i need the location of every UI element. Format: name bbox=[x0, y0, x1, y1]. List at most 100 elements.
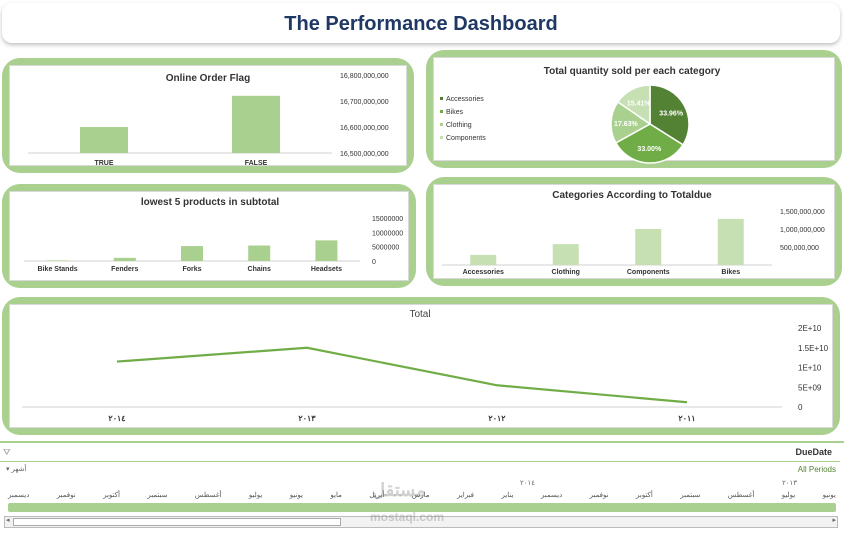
watermark-url: mostaql.com bbox=[370, 510, 445, 524]
title-bar: The Performance Dashboard bbox=[2, 3, 840, 43]
scroll-thumb[interactable] bbox=[13, 518, 341, 526]
category-label: TRUE bbox=[94, 160, 113, 167]
card-lowest-products: lowest 5 products in subtotal 0 5000000 100… bbox=[2, 184, 416, 288]
month-label[interactable]: أكتوبر bbox=[103, 492, 120, 499]
month-label[interactable]: يونيو bbox=[822, 492, 836, 499]
scroll-right-icon[interactable]: ▸ bbox=[832, 517, 836, 524]
month-label[interactable]: أغسطس bbox=[727, 492, 755, 499]
legend-label: Components bbox=[446, 135, 486, 142]
category-label: Accessories bbox=[463, 269, 504, 276]
month-label[interactable]: يونيو bbox=[289, 492, 303, 499]
bar bbox=[552, 244, 579, 265]
category-label: Forks bbox=[182, 266, 201, 273]
bar bbox=[248, 245, 271, 261]
year-label: ٢٠١٣ bbox=[782, 480, 798, 487]
time-level-selector[interactable]: ▾ أشهر bbox=[6, 466, 27, 473]
y-tick-label: 16,800,000,000 bbox=[340, 73, 389, 80]
chart-quantity-pie: Total quantity sold per each category Acc… bbox=[440, 66, 721, 164]
chart-title: Total quantity sold per each category bbox=[544, 66, 721, 77]
bar bbox=[46, 260, 69, 261]
y-tick-label: 1,500,000,000 bbox=[780, 209, 825, 216]
slicer-header: ⛛ DueDate bbox=[0, 443, 840, 462]
month-label[interactable]: ديسمبر bbox=[540, 492, 563, 499]
month-label[interactable]: أبريل bbox=[369, 492, 385, 499]
y-tick-label: 16,500,000,000 bbox=[340, 151, 389, 158]
filter-icon[interactable]: ⛛ bbox=[3, 447, 11, 457]
card-total-line: Total 0 5E+09 1E+10 1.5E+10 2E+10 ٢٠١٤ ٢٠١٣ ٢٠١٢… bbox=[2, 297, 840, 435]
category-label: Headsets bbox=[311, 266, 342, 273]
category-label: Components bbox=[627, 269, 670, 276]
category-label: FALSE bbox=[245, 160, 268, 167]
chart-lowest-products: lowest 5 products in subtotal 0 5000000 100… bbox=[24, 197, 403, 273]
legend-label: Bikes bbox=[446, 109, 464, 116]
card-online-order: Online Order Flag 16,500,000,000 16,600,00… bbox=[2, 58, 414, 173]
category-label: Bikes bbox=[721, 269, 740, 276]
chart-title: Categories According to Totaldue bbox=[552, 190, 712, 201]
month-labels: ديسمبر نوفمبر أكتوبر سبتمبر أغسطس يوليو يونيو م… bbox=[8, 491, 836, 501]
month-label[interactable]: نوفمبر bbox=[589, 492, 609, 499]
month-label[interactable]: ديسمبر bbox=[8, 492, 30, 499]
legend-label: Clothing bbox=[446, 122, 472, 129]
chart-online-order: Online Order Flag 16,500,000,000 16,600,00… bbox=[28, 73, 389, 167]
pie-data-label: 17.63% bbox=[614, 121, 639, 128]
y-tick-label: 15000000 bbox=[372, 216, 403, 223]
category-label: Bike Stands bbox=[38, 266, 78, 273]
scroll-left-icon[interactable]: ◂ bbox=[6, 517, 10, 524]
y-tick-label: 500,000,000 bbox=[780, 245, 819, 252]
chart-title: lowest 5 products in subtotal bbox=[141, 197, 280, 208]
bar bbox=[181, 246, 203, 261]
month-label[interactable]: يوليو bbox=[248, 492, 263, 499]
y-tick-label: 10000000 bbox=[372, 230, 403, 237]
year-label: ٢٠١٤ bbox=[520, 480, 536, 487]
y-tick-label: 1.5E+10 bbox=[798, 344, 829, 353]
bar bbox=[80, 127, 128, 153]
slicer-title: DueDate bbox=[795, 447, 832, 457]
category-label: Chains bbox=[248, 266, 271, 273]
bar bbox=[635, 229, 662, 265]
bar bbox=[717, 218, 744, 265]
y-tick-label: 0 bbox=[372, 259, 376, 266]
legend-swatch bbox=[440, 123, 443, 126]
month-label[interactable]: سبتمبر bbox=[680, 492, 701, 499]
month-label[interactable]: مارس bbox=[411, 492, 430, 499]
card-categories-totaldue: Categories According to Totaldue 500,000,… bbox=[426, 177, 842, 286]
month-label[interactable]: أغسطس bbox=[194, 492, 222, 499]
x-tick-label: ٢٠١٣ bbox=[298, 414, 316, 423]
legend-swatch bbox=[440, 136, 443, 139]
chart-total-line: Total 0 5E+09 1E+10 1.5E+10 2E+10 ٢٠١٤ ٢٠١٣ ٢٠١٢… bbox=[22, 309, 829, 423]
category-label: Fenders bbox=[111, 266, 138, 273]
pie-data-label: 15.41% bbox=[627, 101, 652, 108]
y-tick-label: 16,600,000,000 bbox=[340, 125, 389, 132]
page-title: The Performance Dashboard bbox=[284, 13, 558, 35]
y-tick-label: 5E+09 bbox=[798, 383, 822, 392]
timeline-selection-bar[interactable] bbox=[8, 503, 836, 512]
legend-label: Accessories bbox=[446, 96, 484, 103]
month-label[interactable]: أكتوبر bbox=[636, 492, 653, 499]
watermark-logo: مستقل bbox=[372, 480, 426, 500]
duedate-slicer: ⛛ DueDate ▾ أشهر All Periods ٢٠١٤ ٢٠١٣ د… bbox=[0, 441, 844, 543]
pie-slice bbox=[610, 100, 652, 144]
bar bbox=[470, 254, 497, 265]
chart-categories-totaldue: Categories According to Totaldue 500,000,… bbox=[442, 190, 825, 276]
card-quantity-pie: Total quantity sold per each category Acc… bbox=[426, 50, 842, 168]
all-periods-button[interactable]: All Periods bbox=[797, 465, 836, 474]
month-label[interactable]: مايو bbox=[330, 492, 342, 499]
series-line bbox=[116, 346, 688, 404]
month-label[interactable]: فبراير bbox=[456, 492, 475, 499]
x-tick-label: ٢٠١١ bbox=[678, 414, 695, 423]
y-tick-label: 2E+10 bbox=[798, 324, 822, 333]
legend-swatch bbox=[440, 97, 443, 100]
chart-title: Total bbox=[409, 309, 430, 320]
month-label[interactable]: سبتمبر bbox=[147, 492, 168, 499]
timeline-scrollbar[interactable]: ◂ ▸ bbox=[4, 516, 838, 528]
pie-slice bbox=[616, 84, 651, 126]
bar bbox=[315, 240, 338, 261]
month-label[interactable]: يناير bbox=[501, 492, 514, 499]
pie-data-label: 33.00% bbox=[637, 146, 662, 153]
bar bbox=[232, 95, 280, 153]
month-label[interactable]: نوفمبر bbox=[56, 492, 76, 499]
month-label[interactable]: يوليو bbox=[781, 492, 796, 499]
category-label: Clothing bbox=[552, 269, 580, 276]
y-tick-label: 1E+10 bbox=[798, 364, 822, 373]
bar bbox=[113, 257, 136, 261]
